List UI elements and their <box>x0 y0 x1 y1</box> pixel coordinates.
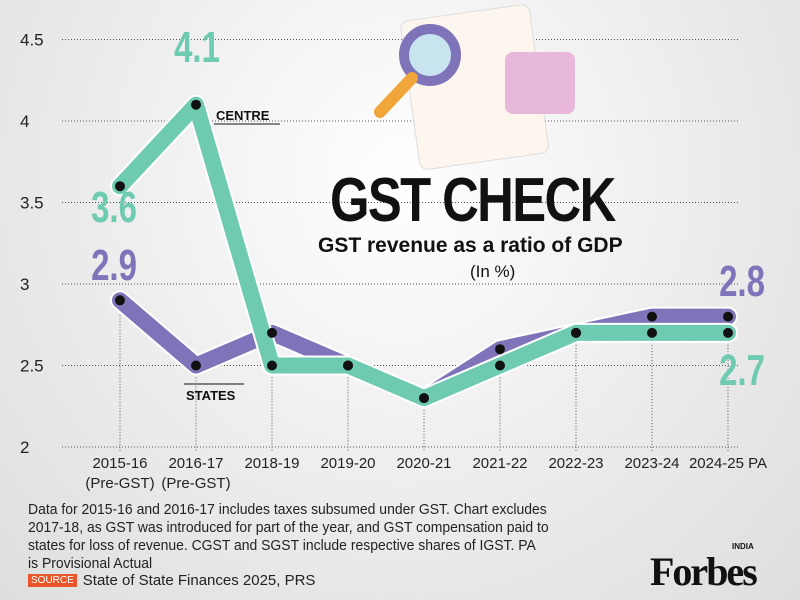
y-tick-label: 3.5 <box>20 194 44 213</box>
x-tick-label: 2015-16 <box>92 455 147 472</box>
y-tick-label: 3 <box>20 275 29 294</box>
magnifier-icon <box>399 24 461 86</box>
data-point-states <box>343 360 353 371</box>
data-point-centre <box>191 99 201 110</box>
data-label-states-start: 2.9 <box>91 242 137 291</box>
y-tick-label: 2 <box>20 438 29 457</box>
chart-unit: (In %) <box>470 262 516 281</box>
y-tick-label: 4 <box>20 112 29 131</box>
x-tick-label: 2019-20 <box>320 455 375 472</box>
data-label-states-end: 2.8 <box>719 258 765 307</box>
forbes-logo: Forbes INDIA <box>650 542 758 594</box>
data-point-centre <box>723 327 733 338</box>
data-point-states <box>115 295 125 306</box>
data-point-states <box>571 327 581 338</box>
x-tick-label: 2023-24 <box>624 455 679 472</box>
data-point-states <box>267 327 277 338</box>
data-point-states <box>495 344 505 355</box>
x-tick-label: 2024-25 PA <box>689 455 767 472</box>
source-text: State of State Finances 2025, PRS <box>82 572 316 589</box>
chart-title: GST CHECK <box>330 166 616 235</box>
footnote: Data for 2015-16 and 2016-17 includes ta… <box>28 501 549 572</box>
magnifier-handle-icon <box>374 72 418 118</box>
data-point-centre <box>647 327 657 338</box>
source-line: SOURCE State of State Finances 2025, PRS <box>28 572 315 589</box>
data-label-centre-peak: 4.1 <box>174 24 220 73</box>
data-point-centre <box>495 360 505 371</box>
data-point-centre <box>267 360 277 371</box>
data-label-centre-end: 2.7 <box>719 347 765 396</box>
data-label-centre-start: 3.6 <box>91 184 137 233</box>
data-point-states <box>191 360 201 371</box>
series-name-centre: CENTRE <box>216 108 270 123</box>
series-name-states: STATES <box>186 388 236 403</box>
chart-card-illustration <box>505 52 575 114</box>
x-tick-label: 2018-19 <box>244 455 299 472</box>
data-point-states <box>647 311 657 322</box>
x-tick-label: 2020-21 <box>396 455 451 472</box>
source-tag: SOURCE <box>28 574 77 587</box>
data-point-centre <box>115 181 125 192</box>
x-tick-label: 2022-23 <box>548 455 603 472</box>
data-point-states <box>723 311 733 322</box>
chart-subtitle: GST revenue as a ratio of GDP <box>318 234 623 257</box>
x-tick-label: (Pre-GST) <box>85 475 154 492</box>
data-point-states <box>419 393 429 404</box>
x-tick-label: 2016-17 <box>168 455 223 472</box>
x-tick-label: 2021-22 <box>472 455 527 472</box>
y-tick-label: 4.5 <box>20 31 44 50</box>
x-tick-label: (Pre-GST) <box>161 475 230 492</box>
y-tick-label: 2.5 <box>20 357 44 376</box>
